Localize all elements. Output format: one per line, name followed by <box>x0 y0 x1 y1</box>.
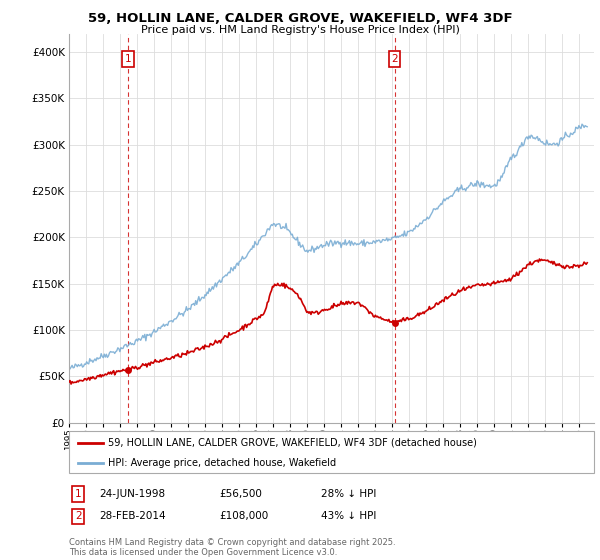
Text: 28% ↓ HPI: 28% ↓ HPI <box>321 489 376 499</box>
Text: Contains HM Land Registry data © Crown copyright and database right 2025.
This d: Contains HM Land Registry data © Crown c… <box>69 538 395 557</box>
Text: 59, HOLLIN LANE, CALDER GROVE, WAKEFIELD, WF4 3DF (detached house): 59, HOLLIN LANE, CALDER GROVE, WAKEFIELD… <box>109 437 477 447</box>
Text: £108,000: £108,000 <box>219 511 268 521</box>
FancyBboxPatch shape <box>69 431 594 473</box>
Text: 2: 2 <box>391 54 398 64</box>
Text: £56,500: £56,500 <box>219 489 262 499</box>
Text: Price paid vs. HM Land Registry's House Price Index (HPI): Price paid vs. HM Land Registry's House … <box>140 25 460 35</box>
Text: HPI: Average price, detached house, Wakefield: HPI: Average price, detached house, Wake… <box>109 458 337 468</box>
Text: 43% ↓ HPI: 43% ↓ HPI <box>321 511 376 521</box>
Text: 28-FEB-2014: 28-FEB-2014 <box>99 511 166 521</box>
Text: 1: 1 <box>125 54 131 64</box>
Text: 1: 1 <box>75 489 82 499</box>
Text: 24-JUN-1998: 24-JUN-1998 <box>99 489 165 499</box>
Text: 2: 2 <box>75 511 82 521</box>
Text: 59, HOLLIN LANE, CALDER GROVE, WAKEFIELD, WF4 3DF: 59, HOLLIN LANE, CALDER GROVE, WAKEFIELD… <box>88 12 512 25</box>
